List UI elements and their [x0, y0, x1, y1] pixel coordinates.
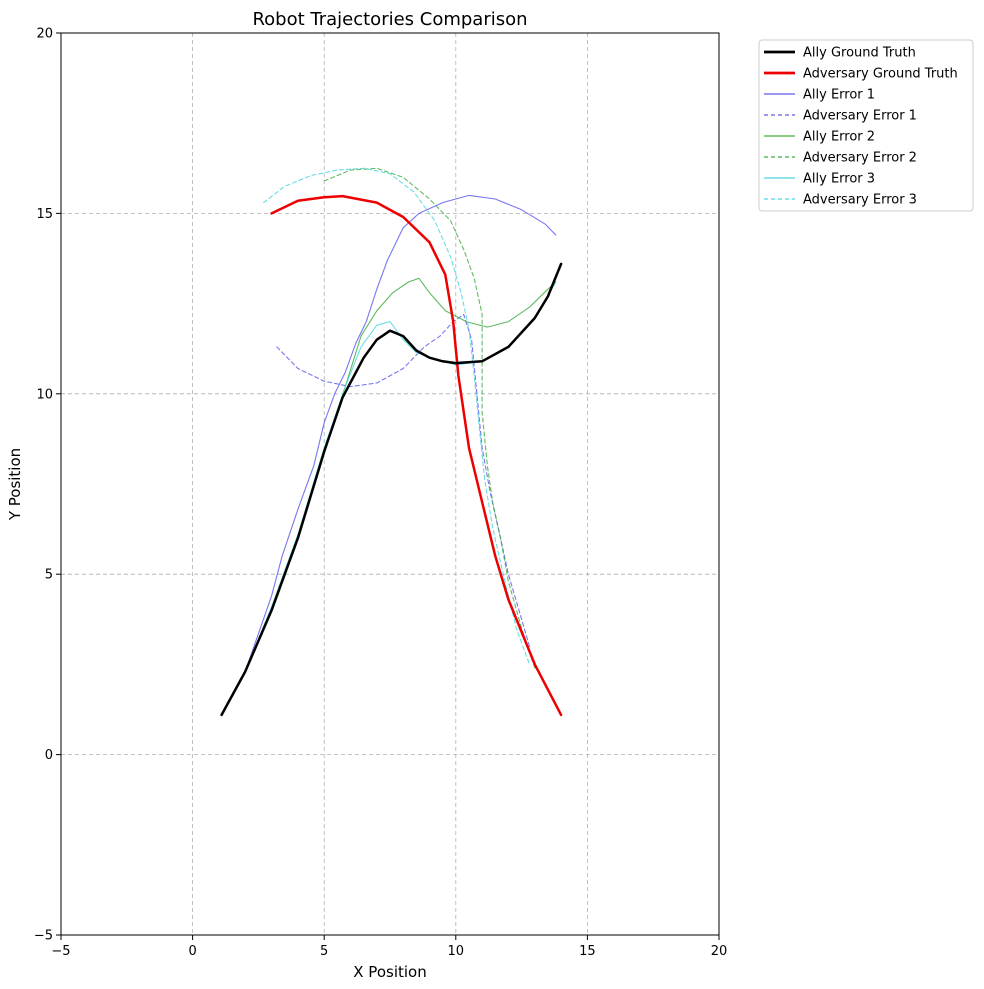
legend-label-adversary-error-2: Adversary Error 2 — [803, 151, 917, 166]
series-line-ally-error-2 — [221, 277, 557, 716]
series-line-adversary-error-2 — [323, 167, 536, 669]
legend-label-adversary-ground-truth: Adversary Ground Truth — [803, 67, 958, 82]
plot-frame — [60, 32, 720, 936]
series-line-ally-ground-truth — [220, 262, 563, 717]
x-tick-label: 5 — [320, 944, 328, 959]
x-tick-label: 15 — [579, 944, 596, 959]
legend-label-ally-error-1: Ally Error 1 — [803, 88, 875, 103]
x-tick-label: 20 — [711, 944, 728, 959]
y-tick-label: −5 — [34, 929, 53, 944]
series-layer — [220, 167, 563, 717]
legend-label-ally-error-3: Ally Error 3 — [803, 172, 875, 187]
y-tick-label: 5 — [45, 568, 53, 583]
x-tick-label: 0 — [188, 944, 196, 959]
y-tick-label: 10 — [36, 387, 53, 402]
axis-ticks: −5 0 5 10 15 20 −5 0 5 10 15 20 — [34, 27, 727, 960]
legend-label-adversary-error-1: Adversary Error 1 — [803, 109, 917, 124]
y-tick-label: 15 — [36, 207, 53, 222]
legend: Ally Ground Truth Adversary Ground Truth A… — [758, 39, 974, 212]
series-line-adversary-error-3 — [263, 167, 531, 665]
y-tick-label: 20 — [36, 27, 53, 42]
x-tick-label: −5 — [51, 944, 70, 959]
x-tick-label: 10 — [448, 944, 465, 959]
x-axis-label: X Position — [353, 963, 426, 981]
legend-label-adversary-error-3: Adversary Error 3 — [803, 193, 917, 208]
legend-label-ally-error-2: Ally Error 2 — [803, 130, 875, 145]
y-axis-label: Y Position — [6, 448, 24, 521]
series-line-ally-error-1 — [221, 194, 557, 716]
grid-lines — [61, 33, 719, 935]
y-tick-label: 0 — [45, 748, 53, 763]
chart-title: Robot Trajectories Comparison — [252, 9, 527, 30]
series-line-ally-error-3 — [221, 281, 557, 716]
legend-label-ally-ground-truth: Ally Ground Truth — [803, 46, 916, 61]
legend-box — [758, 39, 974, 212]
series-line-adversary-ground-truth — [270, 194, 563, 717]
